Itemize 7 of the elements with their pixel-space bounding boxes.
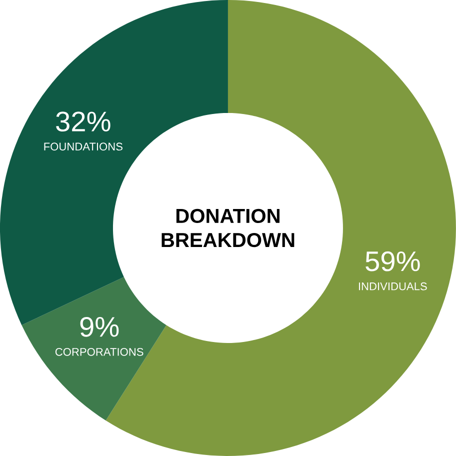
slice-label: INDIVIDUALS <box>359 282 427 290</box>
data-label: 32% <box>56 112 110 132</box>
data-label: 59% <box>366 251 420 272</box>
slice-label: CORPORATIONS <box>55 348 144 356</box>
slice-label: FOUNDATIONS <box>44 142 122 151</box>
data-label: 9% <box>80 316 119 337</box>
text: DONATION BREAKDOWN <box>162 208 294 248</box>
